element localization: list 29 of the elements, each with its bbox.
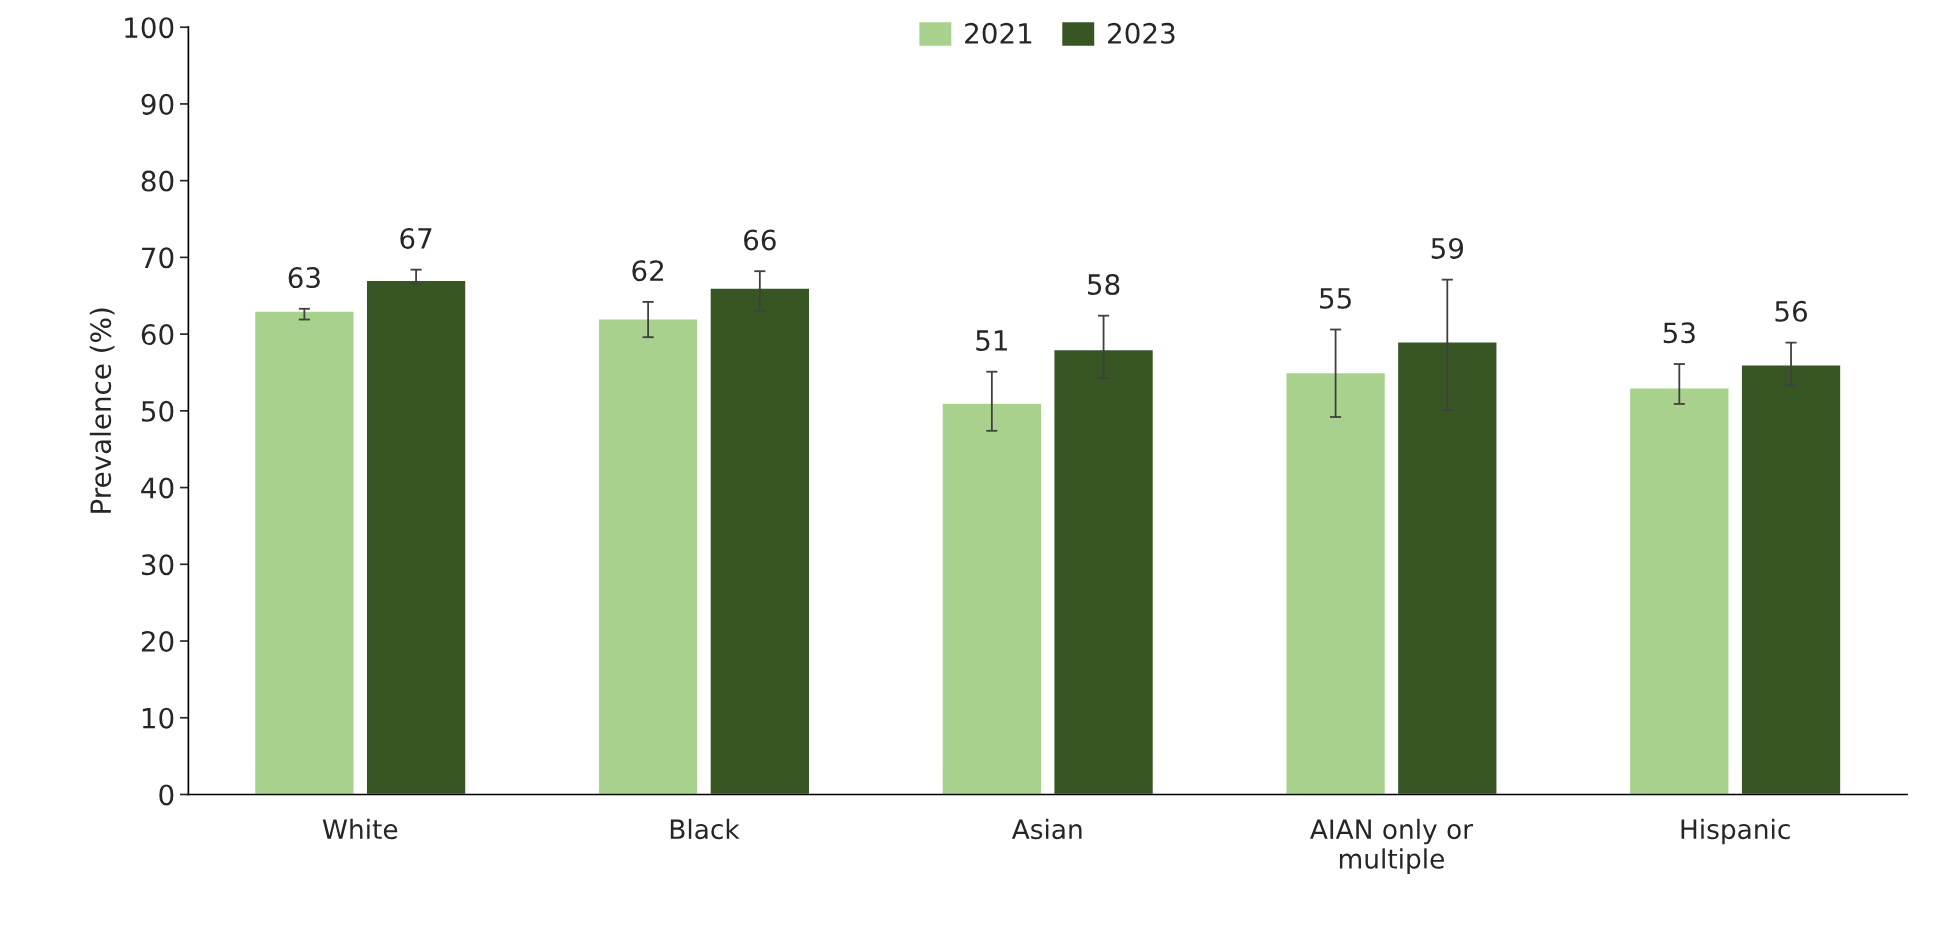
data-label: 58 (1088, 273, 1120, 295)
y-tick-label: 90 (141, 93, 174, 115)
data-label: 67 (400, 227, 432, 249)
y-axis-title: Prevalence (%) (89, 308, 115, 513)
data-label: 53 (1663, 322, 1695, 344)
y-tick-label: 0 (159, 784, 174, 806)
legend-label: 2021 (965, 22, 1032, 44)
data-label: 63 (288, 267, 320, 289)
y-tick-label: 30 (141, 554, 174, 576)
data-label: 62 (632, 260, 664, 282)
x-tick-label: Black (670, 818, 740, 840)
x-tick-label: AIAN only or multiple (1310, 818, 1474, 874)
y-tick-label: 40 (141, 477, 174, 499)
y-tick-label: 100 (125, 17, 174, 39)
y-tick-label: 60 (141, 324, 174, 346)
y-tick-label: 80 (141, 170, 174, 192)
data-label: 51 (976, 330, 1007, 351)
y-tick-label: 70 (142, 247, 174, 269)
data-label: 66 (744, 229, 776, 251)
legend-label: 2023 (1108, 22, 1175, 44)
data-label: 59 (1431, 237, 1464, 259)
data-label: 56 (1775, 300, 1807, 322)
x-tick-label: Asian (1011, 818, 1082, 840)
y-tick-label: 10 (142, 707, 174, 729)
y-tick-label: 50 (141, 400, 174, 422)
y-tick-label: 20 (141, 630, 174, 652)
x-tick-label: White (322, 818, 398, 840)
x-tick-label: Hispanic (1681, 818, 1790, 845)
data-label: 55 (1320, 288, 1351, 309)
